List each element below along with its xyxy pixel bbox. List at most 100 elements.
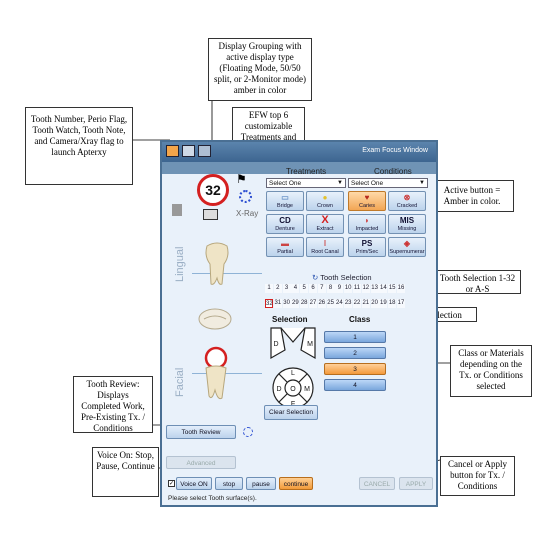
treatments-select[interactable]: Select One ▼ [266,178,346,188]
prim-sec-icon: PS [361,239,373,248]
impacted-icon: ◗ [364,216,370,225]
condition-cracked-button[interactable]: ⊗ Cracked [388,191,426,211]
tooth-cell[interactable]: 19 [379,299,388,308]
tooth-cell[interactable]: 11 [353,284,361,293]
condition-caries-button[interactable]: ♥ Caries [348,191,386,211]
title-bar: Exam Focus Window [162,142,436,162]
class-4-button[interactable]: 4 [324,379,386,391]
tooth-cell[interactable]: 6 [309,284,317,293]
tooth-cell[interactable]: 7 [317,284,326,293]
tooth-cell[interactable]: 17 [397,299,405,308]
tooth-cell[interactable]: 30 [282,299,291,308]
tooth-cell[interactable]: 27 [309,299,317,308]
treatment-denture-button[interactable]: CD Denture [266,214,304,234]
treatment-root-canal-button[interactable]: ǀ Root Canal [306,237,344,257]
surface-o[interactable]: O [290,386,296,393]
tooth-cell[interactable]: 4 [291,284,300,293]
tooth-cell[interactable]: 23 [344,299,353,308]
conditions-heading: Conditions [374,167,412,176]
tooth-cell[interactable]: 24 [335,299,344,308]
condition-missing-button[interactable]: MIS Missing [388,214,426,234]
surface-f[interactable]: F [291,401,295,408]
tooth-cell[interactable]: 1 [265,284,273,293]
area-selection-diagram[interactable]: D M L O D M F [269,326,317,410]
treatment-partial-button[interactable]: ▬ Partial [266,237,304,257]
treatment-bridge-button[interactable]: ▭ Bridge [266,191,304,211]
facial-label: Facial [174,367,186,397]
tooth-review-button[interactable]: Tooth Review [166,425,236,439]
class-2-button[interactable]: 2 [324,347,386,359]
chevron-down-icon: ▼ [337,180,343,186]
tooth-cell[interactable]: 20 [370,299,379,308]
tooth-note-icon[interactable] [172,204,182,216]
treatment-crown-button[interactable]: ● Crown [306,191,344,211]
treatment-extract-button[interactable]: X Extract [306,214,344,234]
tooth-cell[interactable]: 5 [300,284,309,293]
tooth-cell[interactable]: 12 [361,284,370,293]
xray-label[interactable]: X-Ray [236,209,259,218]
condition-supernumerary-button[interactable]: ◈ Supernumerar [388,237,426,257]
surface-l[interactable]: L [291,370,295,377]
callout-tooth-review: Tooth Review: Displays Completed Work, P… [73,376,153,433]
continue-button[interactable]: continue [279,477,313,490]
camera-icon[interactable] [203,209,218,220]
callout-cancel-apply: Cancel or Apply button for Tx. / Conditi… [440,456,515,496]
area-watch-icon[interactable] [243,427,253,437]
cancel-button[interactable]: CANCEL [359,477,395,490]
tooth-cell[interactable]: 2 [273,284,282,293]
surface-d-lower[interactable]: D [276,386,281,393]
advanced-button[interactable]: Advanced [166,456,236,469]
callout-display-grouping: Display Grouping with active display typ… [208,38,312,101]
condition-prim-sec-button[interactable]: PS Prim/Sec [348,237,386,257]
callout-tooth-number: Tooth Number, Perio Flag, Tooth Watch, T… [25,107,133,185]
callout-class-materials: Class or Materials depending on the Tx. … [450,345,532,397]
tooth-selection-title: ↻ Tooth Selection [312,273,372,282]
tooth-cell[interactable]: 13 [370,284,379,293]
tooth-cell[interactable]: 14 [379,284,388,293]
surface-d-upper[interactable]: D [273,341,278,348]
partial-icon: ▬ [281,239,289,248]
surface-m-upper[interactable]: M [307,341,313,348]
tooth-cell[interactable]: 18 [388,299,397,308]
tooth-cell[interactable]: 22 [353,299,361,308]
apply-button[interactable]: APPLY [399,477,433,490]
tooth-cell[interactable]: 3 [282,284,291,293]
class-1-button[interactable]: 1 [324,331,386,343]
extract-icon: X [321,214,329,226]
tooth-cell[interactable]: 28 [300,299,309,308]
tooth-cell[interactable]: 26 [317,299,326,308]
condition-impacted-button[interactable]: ◗ Impacted [348,214,386,234]
lingual-label: Lingual [174,246,186,282]
voice-on-button[interactable]: Voice ON [176,477,212,490]
tooth-cell[interactable]: 8 [326,284,335,293]
tooth-lingual-view[interactable] [202,242,232,288]
selection-title: Selection [272,315,308,324]
surface-m-lower[interactable]: M [304,386,310,393]
class-3-button[interactable]: 3 [324,363,386,375]
stop-button[interactable]: stop [215,477,243,490]
tooth-cell-selected[interactable]: 32 [265,299,273,308]
tooth-occlusal-view[interactable] [198,308,232,330]
tooth-facial-view[interactable] [200,346,232,402]
clear-selection-button[interactable]: Clear Selection [264,405,318,420]
tooth-cell[interactable]: 15 [388,284,397,293]
conditions-select[interactable]: Select One ▼ [348,178,428,188]
caries-icon: ♥ [364,193,370,202]
refresh-icon[interactable]: ↻ [312,273,319,282]
tooth-cell[interactable]: 25 [326,299,335,308]
perio-flag-icon[interactable]: ⚑ [236,172,247,186]
split-mode-icon[interactable] [182,145,195,157]
tooth-cell[interactable]: 16 [397,284,405,293]
tooth-cell[interactable]: 31 [273,299,282,308]
pause-button[interactable]: pause [246,477,276,490]
tooth-watch-icon[interactable] [239,190,252,203]
two-monitor-mode-icon[interactable] [198,145,211,157]
supernumerary-icon: ◈ [403,239,411,248]
voice-checkbox[interactable]: ✓ [168,480,175,487]
tooth-cell[interactable]: 9 [335,284,344,293]
tooth-cell[interactable]: 21 [361,299,370,308]
tooth-cell[interactable]: 29 [291,299,300,308]
tooth-cell[interactable]: 10 [344,284,353,293]
callout-voice-on: Voice On: Stop, Pause, Continue [92,447,159,497]
floating-mode-icon[interactable] [166,145,179,157]
